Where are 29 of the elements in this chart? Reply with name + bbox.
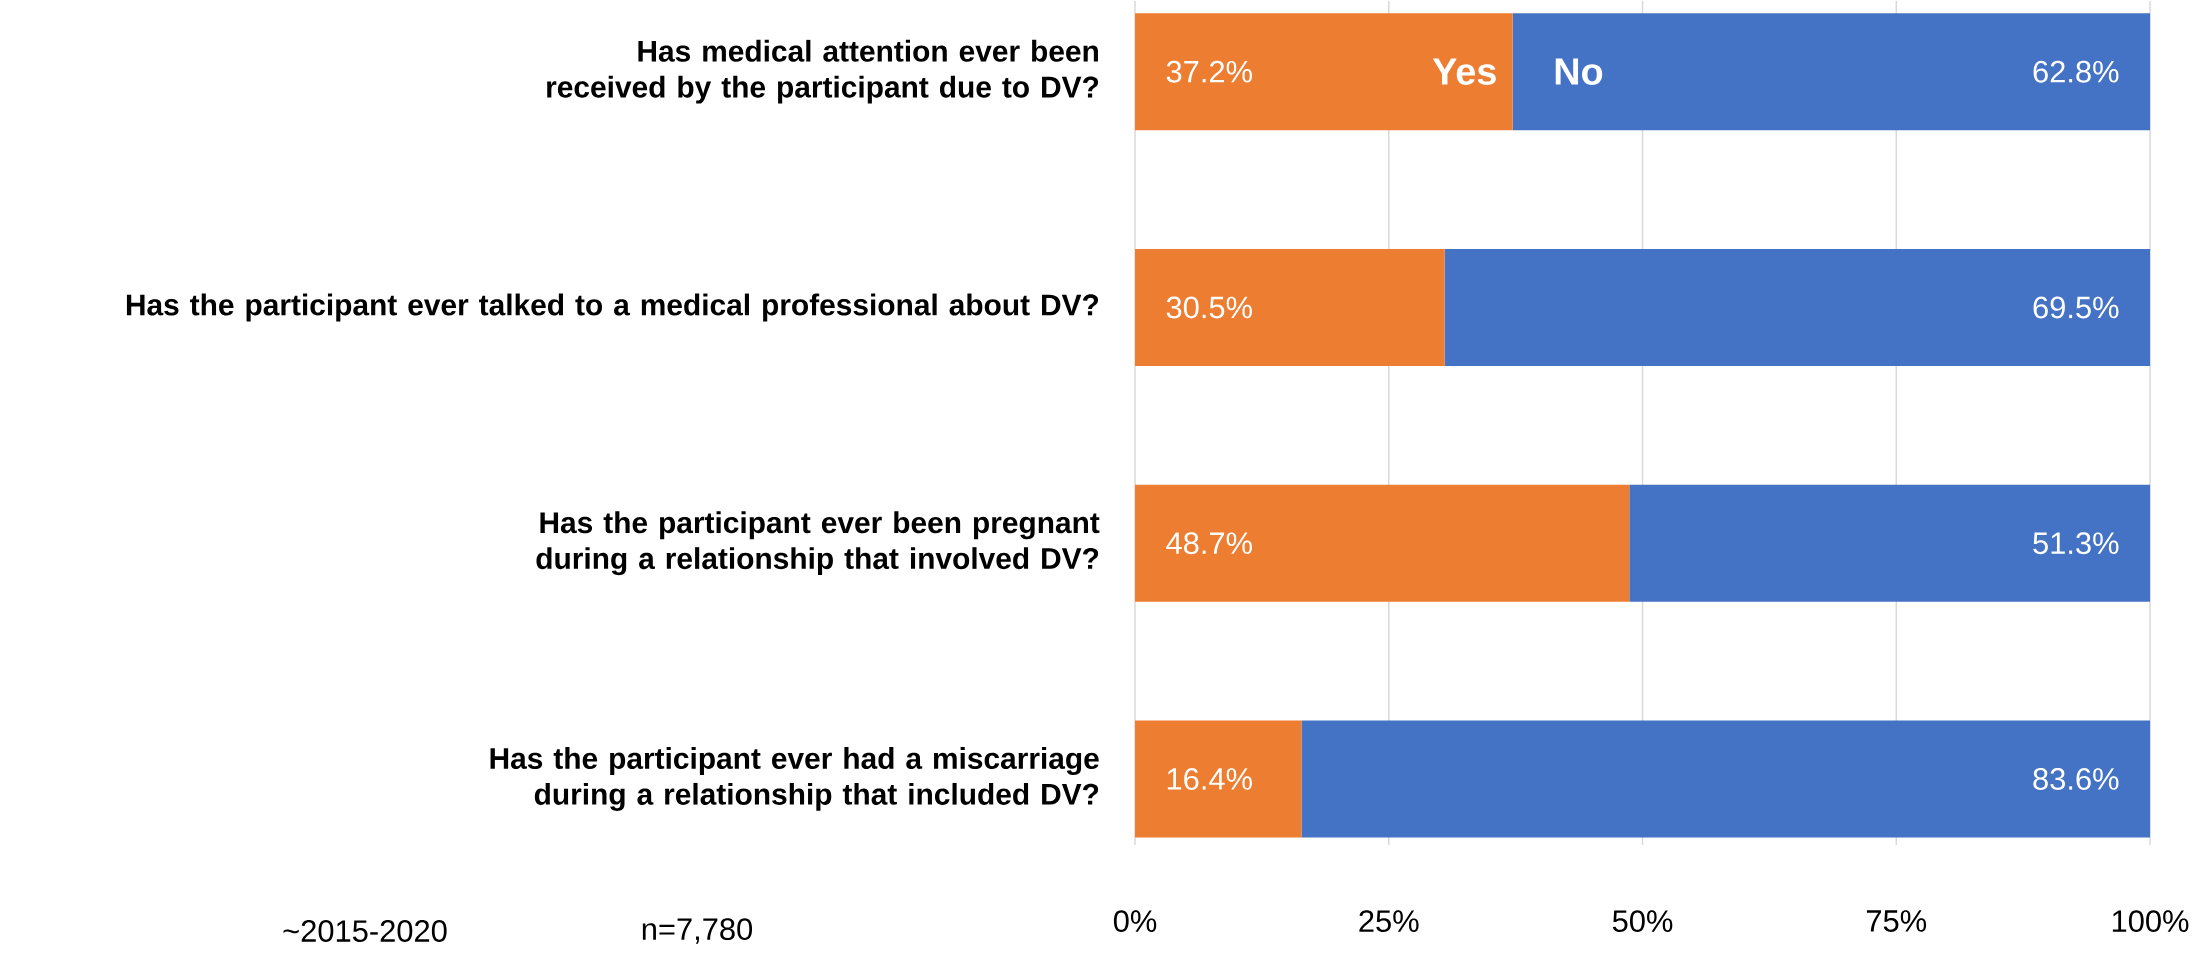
data-label: 16.4% xyxy=(1167,768,1252,790)
data-label: 62.8% xyxy=(2033,60,2119,83)
y-tick-label: Has the participant ever been pregnant during a relationship that involved DV? xyxy=(536,511,1100,576)
y-tick-label: Has the participant ever talked to a medical professional about DV? xyxy=(126,293,1099,322)
data-label: 83.6% xyxy=(2033,768,2119,790)
series-label: Yes xyxy=(1432,58,1496,85)
bar xyxy=(1135,720,1302,838)
y-tick-label: Has the participant ever had a miscarriage during a relationship that included DV? xyxy=(490,747,1099,811)
bar xyxy=(1512,13,2151,131)
data-label: 30.5% xyxy=(1166,296,1252,319)
x-tick-label: 100% xyxy=(2112,910,2189,933)
data-label: 51.3% xyxy=(2033,532,2119,555)
x-tick-label: 50% xyxy=(1612,910,1673,933)
data-label: 69.5% xyxy=(2033,296,2119,319)
text: n=7,780 xyxy=(642,918,753,944)
bar xyxy=(1135,13,1513,131)
y-tick-label: Has medical attention ever been received by the participant due to DV? xyxy=(547,39,1099,104)
data-label: 48.7% xyxy=(1166,532,1252,555)
bar xyxy=(1135,248,1445,366)
text: ~2015-2020 xyxy=(283,920,447,942)
bar xyxy=(1135,484,1630,602)
bar xyxy=(1629,484,2151,602)
x-tick-label: 0% xyxy=(1113,910,1157,933)
x-tick-label: 75% xyxy=(1866,910,1927,932)
data-label: 37.2% xyxy=(1166,60,1252,83)
bar xyxy=(1444,248,2151,366)
x-tick-label: 25% xyxy=(1359,910,1419,933)
series-label: No xyxy=(1555,58,1603,85)
bar xyxy=(1301,720,2151,838)
